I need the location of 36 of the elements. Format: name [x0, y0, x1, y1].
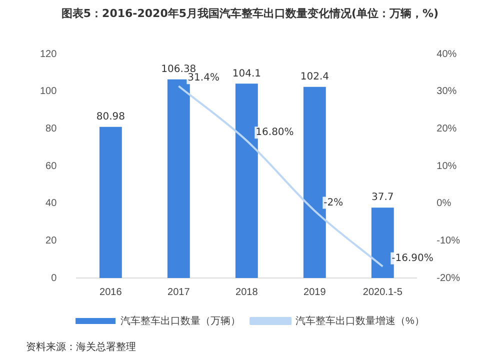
- y-tick-label: 60: [46, 160, 58, 172]
- data-label: -16.90%: [392, 253, 434, 264]
- legend-label: 汽车整车出口数量增速（%）: [296, 314, 424, 327]
- y-tick-label: 0: [51, 272, 58, 284]
- bar: [371, 208, 394, 278]
- y-tick-label: 100: [40, 86, 58, 98]
- x-tick-label: 2016: [100, 286, 122, 298]
- y2-tick-label: 40%: [436, 48, 457, 60]
- x-tick-label: 2019: [304, 286, 326, 298]
- y-tick-label: 20: [46, 235, 58, 246]
- data-label: 102.4: [300, 71, 329, 82]
- y2-tick-label: 10%: [436, 160, 457, 172]
- text: 资料来源：海关总署整理: [26, 340, 136, 354]
- data-label: 31.4%: [188, 72, 220, 84]
- chart-title: 图表5：2016-2020年5月我国汽车整车出口数量变化情况(单位：万辆，%): [60, 6, 440, 21]
- y2-tick-label: -10%: [436, 235, 460, 246]
- y-tick-label: 40: [46, 198, 58, 210]
- x-tick-label: 2017: [168, 286, 190, 298]
- bar: [235, 84, 258, 278]
- bar: [303, 86, 326, 278]
- data-label: 16.80%: [256, 127, 294, 138]
- y2-tick-label: 30%: [436, 86, 457, 98]
- data-label: 104.1: [232, 68, 261, 80]
- bar: [167, 79, 190, 278]
- y-tick-label: 80: [46, 123, 58, 134]
- bar: [99, 126, 122, 278]
- y2-tick-label: -20%: [436, 272, 460, 284]
- y-tick-label: 120: [40, 48, 58, 60]
- data-label: 37.7: [372, 192, 394, 204]
- x-tick-label: 2018: [236, 286, 258, 298]
- y2-tick-label: 0%: [436, 198, 452, 210]
- data-label: -2%: [324, 197, 344, 208]
- data-label: 80.98: [96, 111, 125, 122]
- x-tick-label: 2020.1-5: [362, 286, 403, 298]
- legend-label: 汽车整车出口数量（万辆）: [120, 314, 241, 327]
- y2-tick-label: 20%: [436, 123, 457, 134]
